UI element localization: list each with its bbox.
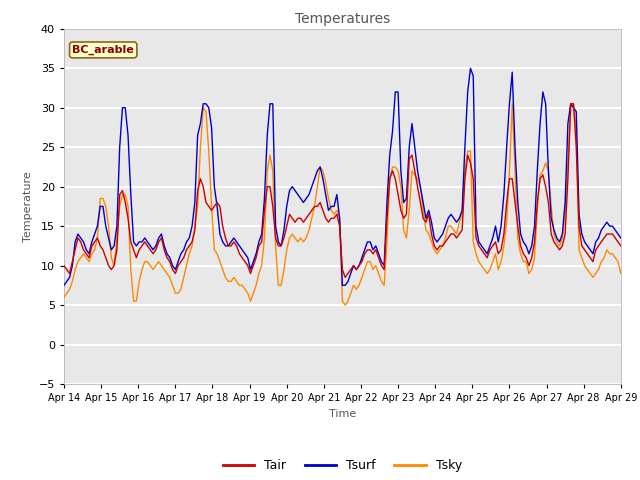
X-axis label: Time: Time [329, 408, 356, 419]
Title: Temperatures: Temperatures [295, 12, 390, 26]
Legend: Tair, Tsurf, Tsky: Tair, Tsurf, Tsky [218, 454, 467, 477]
Text: BC_arable: BC_arable [72, 45, 134, 55]
Y-axis label: Temperature: Temperature [23, 171, 33, 242]
